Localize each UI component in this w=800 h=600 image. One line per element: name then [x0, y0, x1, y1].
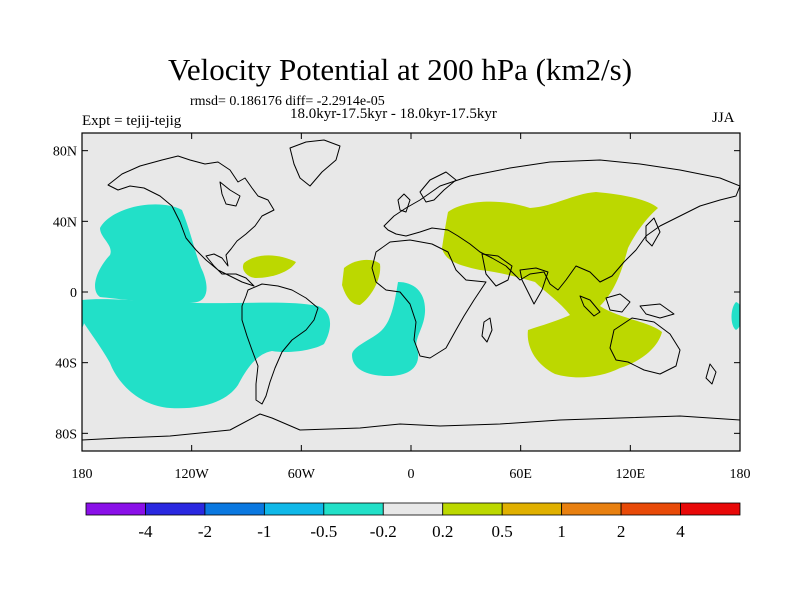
coast-australia: [609, 317, 681, 375]
colorbar-swatch: [85, 502, 146, 516]
negative-anomaly-regions: [82, 204, 740, 409]
colorbar-swatch: [561, 502, 622, 516]
coast-new-zealand: [705, 363, 717, 385]
coast-arabia: [481, 253, 513, 287]
colorbar-label: 4: [676, 522, 685, 541]
colorbar-swatch: [382, 502, 444, 516]
colorbar-swatch: [501, 502, 563, 516]
colorbar-labels: -4 -2 -1 -0.5 -0.2 0.2 0.5 1 2 4: [138, 522, 685, 541]
coast-eurasia: [383, 159, 740, 291]
positive-region-caribbean: [242, 255, 296, 278]
colorbar-label: -1: [257, 522, 271, 541]
y-tick-label: 0: [70, 286, 77, 301]
coastlines: [82, 139, 740, 441]
coast-sumatra: [579, 295, 601, 317]
colorbar-swatch: [323, 502, 384, 516]
y-tick-label: 80N: [53, 145, 77, 160]
negative-region-north-pacific: [95, 204, 207, 304]
x-axis-labels: 180 120W 60W 0 60E 120E 180: [72, 467, 751, 482]
colorbar-label: -0.5: [310, 522, 337, 541]
y-tick-label: 40S: [55, 357, 77, 372]
x-tick-label: 60W: [288, 467, 316, 482]
negative-region-dateline-west: [82, 302, 85, 328]
coast-hudson-bay: [219, 181, 241, 207]
colorbar-label: -0.2: [370, 522, 397, 541]
axis-ticks: [81, 133, 741, 451]
colorbar: [85, 502, 741, 516]
colorbar-label: 1: [557, 522, 566, 541]
positive-anomaly-regions: [242, 192, 662, 378]
negative-region-south-pacific: [82, 299, 331, 409]
period-label: 18.0kyr-17.5kyr - 18.0kyr-17.5kyr: [290, 106, 497, 122]
coast-india: [519, 267, 549, 305]
coast-madagascar: [481, 317, 493, 343]
colorbar-swatch: [620, 502, 681, 516]
plot-title: Velocity Potential at 200 hPa (km2/s): [167, 52, 633, 87]
x-tick-label: 120W: [175, 467, 210, 482]
coast-north-america: [107, 155, 275, 287]
colorbar-label: 0.2: [432, 522, 453, 541]
coast-new-guinea: [639, 303, 675, 319]
colorbar-swatch: [263, 502, 325, 516]
coast-greenland: [289, 139, 341, 187]
y-tick-label: 40N: [53, 215, 77, 230]
x-tick-label: 180: [730, 467, 751, 482]
coast-south-america: [241, 283, 319, 405]
colorbar-label: -2: [198, 522, 212, 541]
statistics-text: rmsd= 0.186176 diff= -2.2914e-05: [190, 94, 385, 109]
y-tick-label: 80S: [55, 427, 77, 442]
experiment-label: Expt = tejij-tejig: [82, 113, 182, 129]
positive-region-tropical-atlantic: [342, 259, 381, 305]
x-tick-label: 60E: [509, 467, 532, 482]
negative-region-south-atlantic: [352, 282, 426, 376]
coast-antarctica: [82, 413, 740, 441]
coast-japan: [645, 217, 661, 247]
coast-africa: [371, 239, 487, 359]
coast-borneo: [605, 293, 631, 313]
colorbar-label: -4: [138, 522, 153, 541]
x-tick-label: 120E: [616, 467, 646, 482]
x-tick-label: 180: [72, 467, 93, 482]
negative-region-dateline-east: [731, 302, 740, 330]
season-label: JJA: [712, 110, 735, 126]
y-axis-labels: 80N 40N 0 40S 80S: [53, 145, 77, 443]
colorbar-swatch: [145, 502, 206, 516]
positive-region-eurasia: [442, 192, 662, 378]
colorbar-label: 2: [617, 522, 626, 541]
colorbar-label: 0.5: [492, 522, 513, 541]
colorbar-swatch: [204, 502, 265, 516]
colorbar-swatch: [680, 502, 741, 516]
coast-scandinavia: [419, 171, 457, 203]
x-tick-label: 0: [408, 467, 415, 482]
colorbar-swatch: [442, 502, 503, 516]
coast-great-britain: [397, 193, 411, 213]
